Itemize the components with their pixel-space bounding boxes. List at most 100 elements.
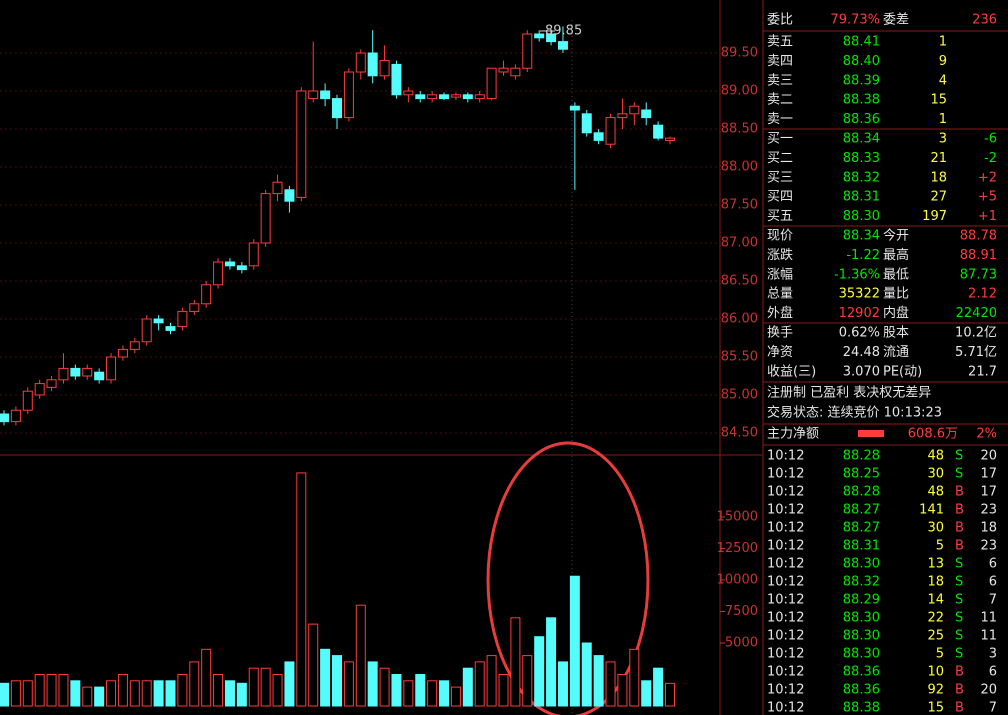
volume-bar: [296, 472, 307, 707]
panel-text: 23: [980, 539, 997, 554]
panel-text: 14: [927, 593, 944, 608]
panel-text: 总量: [767, 287, 793, 302]
panel-text: S: [955, 557, 963, 572]
high-label: 89.85: [545, 24, 582, 39]
panel-text: 主力净额: [767, 427, 819, 442]
panel-text: S: [955, 647, 963, 662]
volume-bar: [629, 648, 640, 707]
panel-text: 88.41: [843, 35, 880, 50]
volume-bar: [498, 674, 509, 707]
panel-text: B: [955, 665, 964, 680]
candle-body: [332, 98, 342, 119]
candle-body: [284, 189, 295, 202]
volume-bar: [355, 604, 366, 707]
panel-text: 买二: [767, 151, 793, 166]
volume-bar: [10, 680, 21, 707]
panel-text: 10:12: [767, 683, 804, 698]
volume-bar: [129, 680, 140, 707]
volume-bar: [272, 674, 283, 707]
panel-text: S: [955, 611, 963, 626]
panel-text: 10:12: [767, 449, 804, 464]
candle-body: [129, 341, 140, 350]
panel-text: 20: [980, 449, 997, 464]
volume-bar: [308, 623, 319, 707]
price-tick-label: 84.50: [721, 426, 758, 441]
panel-text: 内盘: [883, 305, 909, 321]
candle-body: [629, 105, 640, 115]
panel-text: 88.38: [843, 701, 880, 715]
panel-text: 88.30: [843, 557, 880, 572]
volume-bar: [141, 680, 152, 707]
panel-text: 10:12: [767, 467, 804, 482]
candle-body: [403, 90, 414, 96]
candle-body: [106, 356, 117, 381]
volume-bar: [201, 648, 212, 707]
panel-text: 买五: [767, 209, 793, 224]
panel-text: 15: [930, 93, 947, 108]
panel-text: 141: [919, 503, 944, 518]
candle-body: [248, 242, 259, 267]
panel-text: 88.36: [843, 112, 880, 127]
panel-text: 量比: [883, 287, 909, 302]
panel-text: 88.33: [843, 151, 880, 166]
panel-text: 30: [927, 521, 944, 536]
volume-bar: [248, 667, 259, 707]
panel-text: B: [955, 539, 964, 554]
panel-text: 卖四: [767, 54, 793, 69]
volume-bar: [415, 674, 426, 707]
volume-bar: [665, 682, 675, 707]
panel-text: 88.36: [843, 683, 880, 698]
panel-text: 1: [939, 35, 947, 50]
candle-body: [296, 90, 307, 198]
panel-text: 收益(三): [767, 365, 816, 380]
panel-text: 9: [939, 54, 947, 69]
candle-body: [10, 409, 21, 423]
volume-bar: [427, 680, 438, 707]
panel-text: 88.25: [843, 467, 880, 482]
volume-tick-label: 15000: [717, 510, 758, 525]
panel-text: 27: [930, 190, 947, 205]
price-tick-label: 89.00: [721, 84, 758, 99]
panel-text: 88.27: [843, 521, 880, 536]
panel-text: 10: [927, 665, 944, 680]
price-tick-label: 89.50: [721, 46, 758, 61]
candle-body: [641, 109, 652, 119]
price-tick-label: 87.00: [721, 236, 758, 251]
panel-text: S: [955, 467, 963, 482]
panel-text: 88.34: [843, 132, 880, 147]
panel-text: 11: [980, 629, 997, 644]
panel-text: 10:12: [767, 521, 804, 536]
panel-text: 10:12: [767, 539, 804, 554]
panel-text: 12902: [839, 306, 880, 321]
candle-body: [0, 413, 9, 423]
volume-bar: [165, 680, 176, 707]
panel-text: B: [955, 683, 964, 698]
panel-text: 10:12: [767, 629, 804, 644]
volume-bar: [546, 617, 557, 707]
volume-bar: [284, 661, 295, 707]
panel-text: 10:12: [767, 485, 804, 500]
panel-text: 18: [930, 170, 947, 185]
volume-bar: [0, 682, 9, 707]
candle-body: [201, 284, 212, 305]
panel-text: 最低: [883, 267, 909, 282]
panel-text: B: [955, 701, 964, 715]
panel-text: 88.28: [843, 449, 880, 464]
panel-text: 197: [922, 209, 947, 224]
panel-text: 88.91: [960, 248, 997, 263]
candle-body: [367, 52, 378, 77]
panel-text: 10:12: [767, 611, 804, 626]
volume-bar: [510, 617, 521, 707]
volume-bar: [391, 674, 402, 707]
panel-text: -2: [984, 151, 997, 166]
panel-text: 卖一: [767, 112, 793, 127]
price-tick-label: 85.00: [721, 388, 758, 403]
panel-text: 17: [980, 467, 997, 482]
volume-bar: [34, 674, 45, 707]
panel-text: 87.73: [960, 267, 997, 282]
price-tick-label: 88.50: [721, 122, 758, 137]
candle-body: [415, 94, 426, 100]
candle-body: [510, 67, 521, 77]
panel-text: B: [955, 503, 964, 518]
